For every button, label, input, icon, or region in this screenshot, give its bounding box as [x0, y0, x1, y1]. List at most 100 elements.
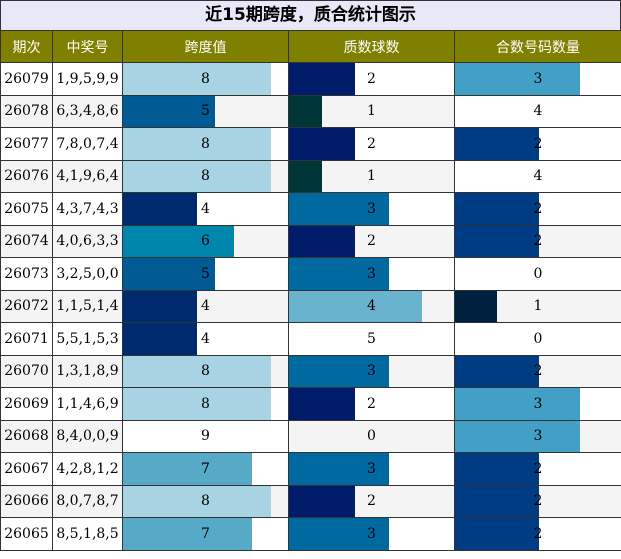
composites-cell: 2 — [454, 484, 621, 518]
span-label: 4 — [201, 330, 210, 347]
numbers-cell: 1,3,1,8,9 — [52, 354, 123, 388]
primes-label: 3 — [367, 525, 376, 542]
table-row: 26078 6,3,4,8,6 5 1 4 — [0, 94, 621, 128]
composites-cell: 2 — [454, 452, 621, 486]
primes-bar — [289, 290, 422, 322]
header-numbers: 中奖号 — [52, 30, 123, 63]
span-cell: 4 — [122, 192, 289, 226]
header-primes: 质数球数 — [288, 30, 455, 63]
numbers-cell: 7,8,0,7,4 — [52, 127, 123, 161]
composites-cell: 2 — [454, 517, 621, 551]
span-cell: 9 — [122, 419, 289, 453]
issue-cell: 26070 — [0, 354, 53, 388]
composites-label: 0 — [533, 265, 543, 282]
composites-cell: 2 — [454, 224, 621, 258]
composites-bar — [455, 225, 539, 257]
composites-bar — [455, 355, 539, 387]
primes-bar — [289, 323, 454, 355]
primes-cell: 3 — [288, 257, 455, 291]
issue-cell: 26069 — [0, 387, 53, 421]
table-body: 26079 1,9,5,9,9 8 2 3 26078 6,3,4,8,6 5 1 4 26077 7… — [0, 62, 621, 551]
primes-bar — [289, 95, 322, 127]
span-label: 8 — [201, 363, 210, 380]
issue-cell: 26077 — [0, 127, 53, 161]
table-row: 26076 4,1,9,6,4 8 1 4 — [0, 159, 621, 193]
composites-bar — [455, 95, 621, 127]
span-bar — [123, 518, 252, 550]
composites-bar — [455, 420, 580, 452]
issue-cell: 26074 — [0, 224, 53, 258]
primes-cell: 3 — [288, 354, 455, 388]
primes-bar — [289, 518, 389, 550]
span-label: 4 — [201, 298, 210, 315]
span-cell: 8 — [122, 159, 289, 193]
span-label: 5 — [201, 265, 210, 282]
primes-label: 5 — [367, 330, 376, 347]
span-bar — [123, 128, 271, 160]
issue-cell: 26065 — [0, 517, 53, 551]
chart-title: 近15期跨度，质合统计图示 — [0, 0, 621, 31]
composites-bar — [455, 485, 539, 517]
span-cell: 5 — [122, 257, 289, 291]
span-bar — [123, 63, 271, 95]
span-bar — [123, 323, 197, 355]
numbers-cell: 8,0,7,8,7 — [52, 484, 123, 518]
table-row: 26075 4,3,7,4,3 4 3 2 — [0, 192, 621, 226]
span-label: 9 — [201, 428, 210, 445]
span-bar — [123, 95, 215, 127]
table-row: 26074 4,0,6,3,3 6 2 2 — [0, 224, 621, 258]
composites-cell: 3 — [454, 419, 621, 453]
primes-bar — [289, 225, 355, 257]
issue-cell: 26071 — [0, 322, 53, 356]
span-cell: 8 — [122, 354, 289, 388]
span-cell: 4 — [122, 289, 289, 323]
numbers-cell: 1,9,5,9,9 — [52, 62, 123, 96]
numbers-cell: 4,2,8,1,2 — [52, 452, 123, 486]
numbers-cell: 1,1,4,6,9 — [52, 387, 123, 421]
stats-table: 期次 中奖号 跨度值 质数球数 合数号码数量 26079 1,9,5,9,9 8 2 3… — [0, 30, 621, 551]
table-row: 26068 8,4,0,0,9 9 0 3 — [0, 419, 621, 453]
numbers-cell: 6,3,4,8,6 — [52, 94, 123, 128]
composites-label: 4 — [533, 168, 543, 185]
table-row: 26070 1,3,1,8,9 8 3 2 — [0, 354, 621, 388]
composites-label: 2 — [533, 135, 543, 152]
span-bar — [123, 355, 271, 387]
composites-label: 2 — [533, 233, 543, 250]
numbers-cell: 4,1,9,6,4 — [52, 159, 123, 193]
span-label: 7 — [201, 460, 210, 477]
table-row: 26069 1,1,4,6,9 8 2 3 — [0, 387, 621, 421]
primes-label: 3 — [367, 200, 376, 217]
span-bar — [123, 485, 271, 517]
primes-bar — [289, 193, 389, 225]
numbers-cell: 5,5,1,5,3 — [52, 322, 123, 356]
span-bar — [123, 388, 271, 420]
composites-label: 2 — [533, 493, 543, 510]
table-row: 26071 5,5,1,5,3 4 5 0 — [0, 322, 621, 356]
span-bar — [123, 258, 215, 290]
primes-bar — [289, 63, 355, 95]
primes-label: 3 — [367, 460, 376, 477]
composites-label: 0 — [533, 330, 543, 347]
span-label: 8 — [201, 395, 210, 412]
composites-cell: 4 — [454, 159, 621, 193]
issue-cell: 26066 — [0, 484, 53, 518]
numbers-cell: 8,5,1,8,5 — [52, 517, 123, 551]
composites-cell: 2 — [454, 127, 621, 161]
primes-cell: 1 — [288, 159, 455, 193]
span-label: 5 — [201, 103, 210, 120]
composites-label: 2 — [533, 200, 543, 217]
issue-cell: 26076 — [0, 159, 53, 193]
composites-bar — [455, 290, 497, 322]
primes-cell: 1 — [288, 94, 455, 128]
span-label: 6 — [201, 233, 210, 250]
composites-cell: 0 — [454, 322, 621, 356]
table-row: 26065 8,5,1,8,5 7 3 2 — [0, 517, 621, 551]
primes-label: 3 — [367, 265, 376, 282]
span-bar — [123, 420, 288, 452]
composites-bar — [455, 388, 580, 420]
span-cell: 7 — [122, 517, 289, 551]
composites-cell: 3 — [454, 387, 621, 421]
composites-bar — [455, 518, 539, 550]
issue-cell: 26073 — [0, 257, 53, 291]
